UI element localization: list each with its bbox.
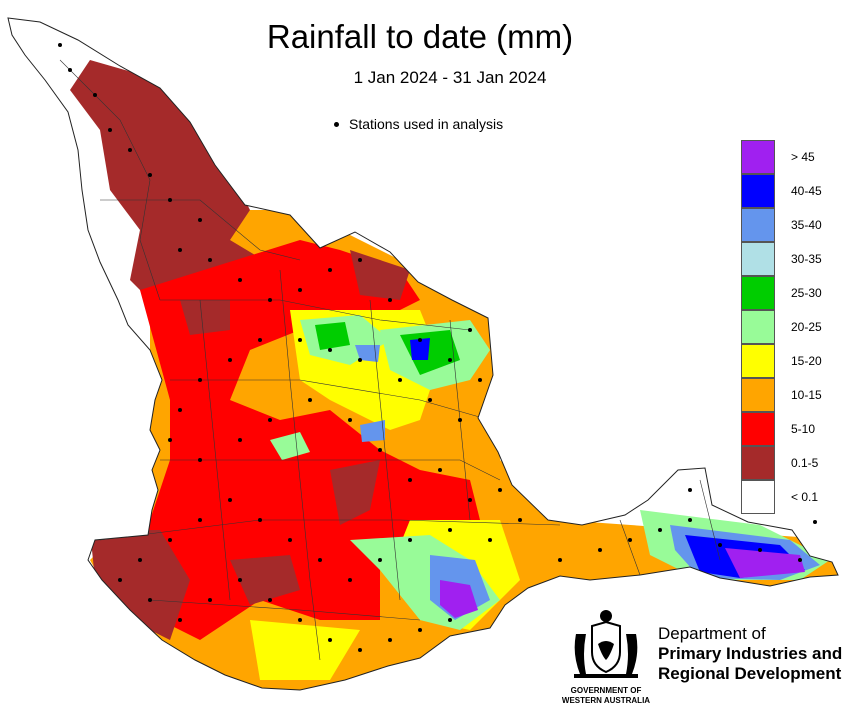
legend-label: < 0.1 (791, 490, 819, 504)
legend-label: 15-20 (791, 354, 822, 368)
date-range: 1 Jan 2024 - 31 Jan 2024 (353, 68, 547, 87)
legend-swatch (741, 378, 775, 412)
legend-label: 35-40 (791, 218, 822, 232)
crest-caption-line1: GOVERNMENT OF (570, 686, 642, 695)
legend-label: 5-10 (791, 422, 816, 436)
state-crest-icon (574, 610, 638, 678)
legend-swatch (741, 310, 775, 344)
legend-label: > 45 (791, 150, 815, 164)
agency-line3: Regional Development (658, 664, 842, 683)
legend-swatch (741, 276, 775, 310)
crest-caption: GOVERNMENT OF WESTERN AUSTRALIA (555, 686, 657, 706)
legend-swatch (741, 140, 775, 174)
map-title: Rainfall to date (mm) (266, 18, 574, 55)
legend-label: 0.1-5 (791, 456, 819, 470)
legend-label: 20-25 (791, 320, 822, 334)
legend-swatch (741, 480, 775, 514)
legend-swatch (741, 174, 775, 208)
agency-name: Department of Primary Industries and Reg… (658, 624, 842, 684)
legend-label: 40-45 (791, 184, 822, 198)
legend-swatch (741, 242, 775, 276)
stations-legend: Stations used in analysis (334, 116, 503, 132)
legend-swatch (741, 446, 775, 480)
station-points (58, 43, 817, 652)
agency-line2: Primary Industries and (658, 644, 843, 663)
legend-swatch (741, 208, 775, 242)
legend-swatch (741, 344, 775, 378)
legend-swatch (741, 412, 775, 446)
legend-label: 10-15 (791, 388, 822, 402)
legend-label: 25-30 (791, 286, 822, 300)
legend-label: 30-35 (791, 252, 822, 266)
crest-caption-line2: WESTERN AUSTRALIA (561, 696, 651, 705)
station-dot-icon (334, 121, 339, 127)
stations-legend-label: Stations used in analysis (349, 116, 504, 132)
agency-line1: Department of (658, 624, 766, 643)
